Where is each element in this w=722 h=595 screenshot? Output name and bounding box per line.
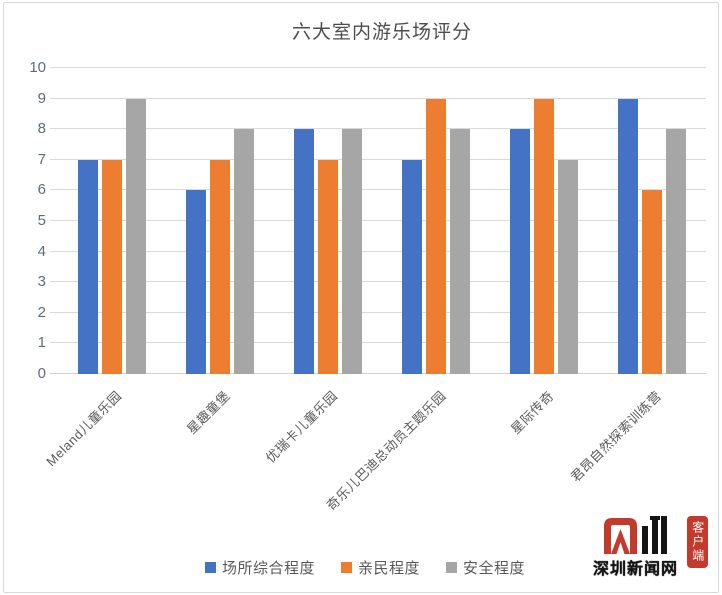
chart-title: 六大室内游乐场评分 bbox=[291, 22, 472, 43]
x-tick-label: 优瑞卡儿童乐园 bbox=[263, 388, 341, 466]
shenzhen-news-logo-icon bbox=[604, 516, 668, 554]
bar-场所综合程度-君昂自然探索训练营 bbox=[618, 98, 638, 374]
y-tick-label-2: 2 bbox=[37, 303, 46, 321]
legend-label: 场所综合程度 bbox=[221, 560, 315, 577]
bar-场所综合程度-星趣童堡 bbox=[186, 190, 206, 374]
gridline-y-3 bbox=[50, 281, 706, 283]
legend: 场所综合程度 亲民程度 安全程度 bbox=[4, 557, 722, 578]
x-tick-label: 奇乐儿巴迪总动员主题乐园 bbox=[323, 388, 449, 514]
y-tick-label-0: 0 bbox=[37, 365, 46, 382]
bar-group-5 bbox=[490, 68, 598, 374]
gridline-y-10 bbox=[50, 67, 706, 68]
bar-安全程度-优瑞卡儿童乐园 bbox=[342, 129, 362, 374]
gridline-y-2 bbox=[50, 311, 706, 313]
gridline-y-1 bbox=[50, 342, 706, 344]
y-tick-label-8: 8 bbox=[37, 120, 46, 138]
bar-安全程度-星际传奇 bbox=[558, 159, 578, 374]
bar-group-4 bbox=[382, 68, 490, 374]
bar-安全程度-奇乐儿巴迪总动员主题乐园 bbox=[450, 129, 470, 374]
y-tick-label-7: 7 bbox=[37, 150, 46, 168]
legend-swatch-icon bbox=[340, 562, 352, 573]
legend-swatch-icon bbox=[204, 562, 216, 573]
gridline-y-7 bbox=[50, 158, 706, 160]
bar-亲民程度-君昂自然探索训练营 bbox=[642, 190, 662, 374]
watermark-logo: 深圳新闻网 客户端 bbox=[593, 514, 708, 579]
x-tick-label: 星趣童堡 bbox=[183, 388, 233, 437]
bar-亲民程度-Meland儿童乐园 bbox=[102, 159, 122, 374]
x-tick-label: 君昂自然探索训练营 bbox=[568, 388, 665, 485]
gridline-y-0 bbox=[50, 373, 706, 374]
watermark-left: 深圳新闻网 bbox=[593, 514, 678, 579]
y-tick-label-1: 1 bbox=[37, 334, 46, 352]
y-tick-label-9: 9 bbox=[37, 89, 46, 107]
gridline-y-9 bbox=[50, 97, 706, 99]
x-tick-label: Meland儿童乐园 bbox=[43, 388, 125, 470]
legend-swatch-icon bbox=[446, 562, 457, 573]
gridline-y-6 bbox=[50, 189, 706, 191]
bar-group-6 bbox=[598, 68, 706, 374]
bar-亲民程度-奇乐儿巴迪总动员主题乐园 bbox=[426, 98, 446, 374]
x-tick-label: 星际传奇 bbox=[507, 388, 557, 437]
watermark-client-badge: 客户端 bbox=[687, 516, 708, 568]
legend-label: 亲民程度 bbox=[357, 560, 420, 577]
x-axis-labels: Meland儿童乐园 星趣童堡 优瑞卡儿童乐园 奇乐儿巴迪总动员主题乐园 星际传奇 君昂自… bbox=[4, 380, 722, 513]
bar-亲民程度-优瑞卡儿童乐园 bbox=[318, 159, 338, 374]
bar-安全程度-Meland儿童乐园 bbox=[126, 98, 146, 374]
bar-场所综合程度-优瑞卡儿童乐园 bbox=[294, 129, 314, 374]
plot-area: 0 1 2 3 4 5 6 7 8 9 10 bbox=[29, 59, 706, 382]
y-tick-label-3: 3 bbox=[37, 273, 46, 291]
bar-group-3 bbox=[274, 68, 382, 374]
watermark-site-name: 深圳新闻网 bbox=[592, 561, 678, 578]
gridline-y-8 bbox=[50, 128, 706, 130]
y-tick-label-10: 10 bbox=[29, 59, 46, 76]
legend-item-场所综合程度: 场所综合程度 bbox=[204, 557, 315, 578]
gridline-y-4 bbox=[50, 250, 706, 252]
bar-亲民程度-星际传奇 bbox=[534, 98, 554, 374]
bar-group-2 bbox=[166, 68, 274, 374]
chart-frame: 六大室内游乐场评分 0 1 2 3 4 5 6 7 8 9 10 Meland儿童乐园 星趣童堡 优瑞卡… bbox=[3, 2, 719, 593]
bar-场所综合程度-Meland儿童乐园 bbox=[78, 159, 98, 374]
y-tick-label-5: 5 bbox=[37, 212, 46, 229]
y-tick-label-4: 4 bbox=[37, 242, 46, 260]
legend-label: 安全程度 bbox=[463, 560, 526, 577]
bar-安全程度-君昂自然探索训练营 bbox=[666, 129, 686, 374]
bar-场所综合程度-星际传奇 bbox=[510, 129, 530, 374]
bar-安全程度-星趣童堡 bbox=[234, 129, 254, 374]
legend-item-安全程度: 安全程度 bbox=[446, 557, 525, 578]
y-tick-label-6: 6 bbox=[37, 181, 46, 199]
bar-亲民程度-星趣童堡 bbox=[210, 159, 230, 374]
gridline-y-5 bbox=[50, 220, 706, 221]
bar-场所综合程度-奇乐儿巴迪总动员主题乐园 bbox=[402, 159, 422, 374]
bar-group-1 bbox=[58, 68, 166, 374]
legend-item-亲民程度: 亲民程度 bbox=[340, 557, 420, 578]
